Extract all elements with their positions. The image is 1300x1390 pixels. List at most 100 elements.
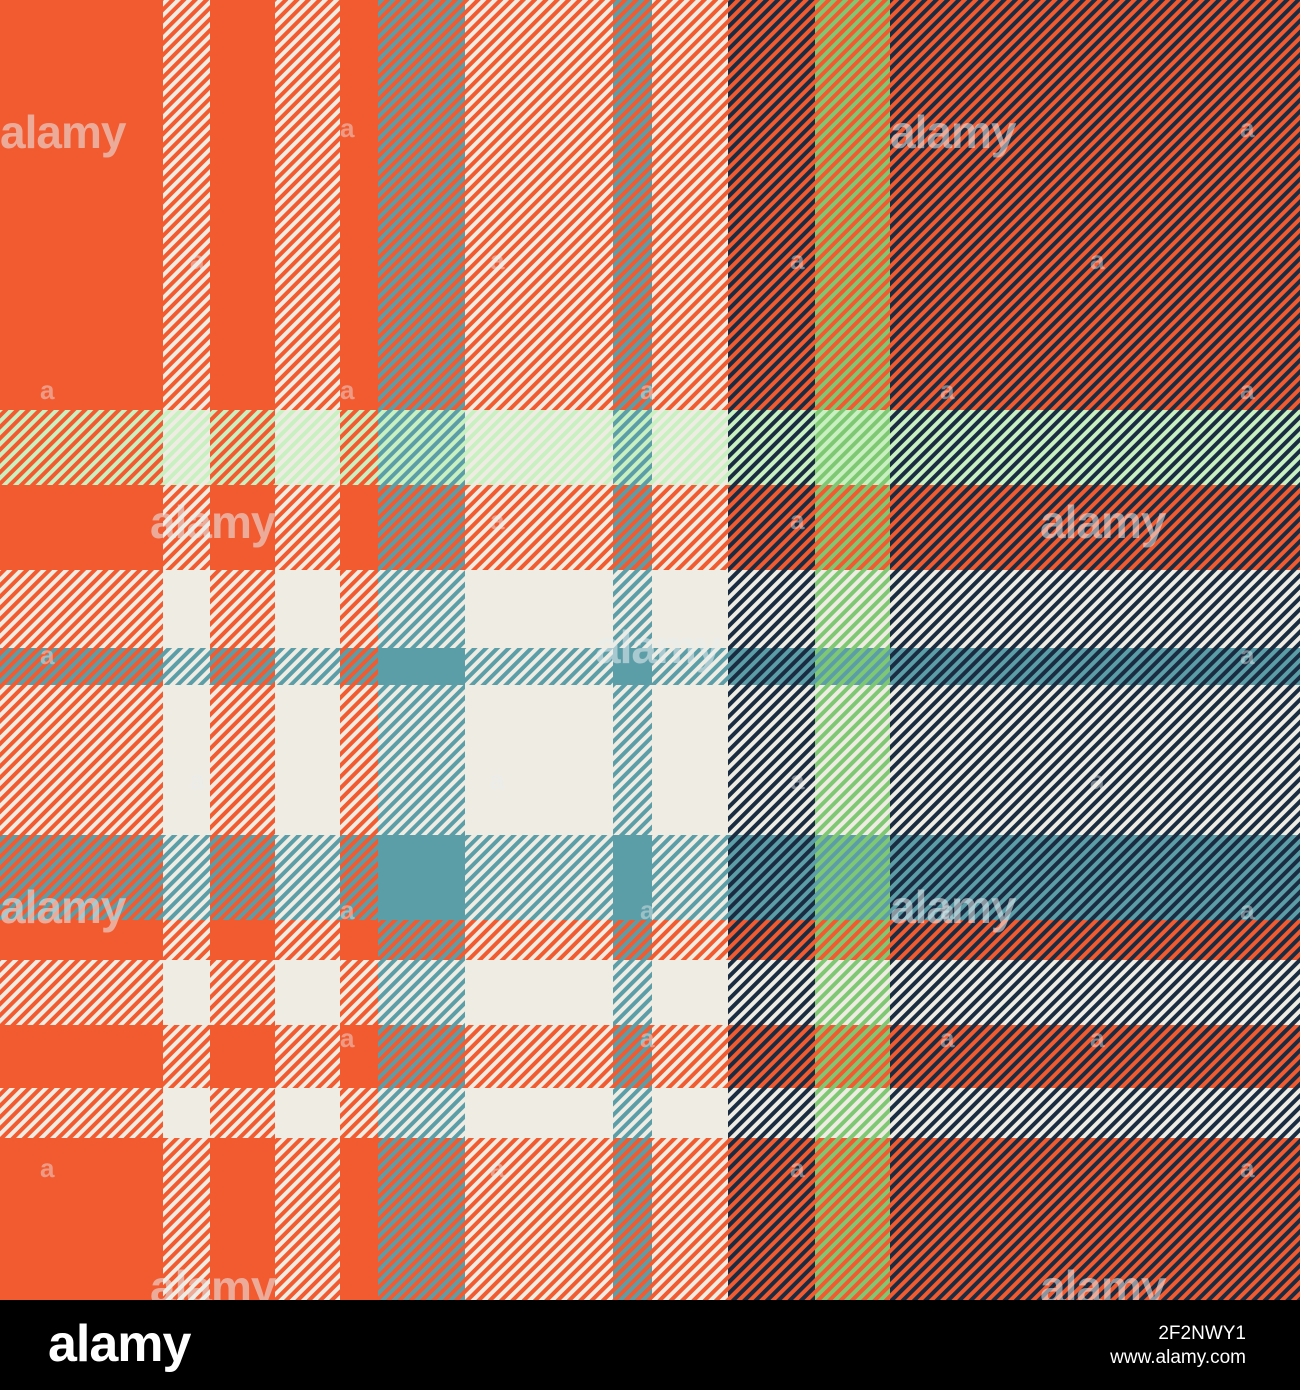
plaid-tile [210,685,275,835]
plaid-tile [163,1025,210,1088]
plaid-tile [340,0,378,410]
plaid-tile [378,1088,465,1138]
plaid-tile [210,410,275,485]
plaid-tile [210,1138,275,1300]
footer-logo: alamy [48,1315,191,1373]
plaid-tile [378,1025,465,1088]
plaid-tile [465,685,613,835]
plaid-tile [0,685,163,835]
plaid-tile [652,1025,728,1088]
plaid-tile [340,485,378,570]
plaid-tile [465,1138,613,1300]
plaid-tile [728,920,815,960]
plaid-tile [340,1088,378,1138]
plaid-tile [728,410,815,485]
plaid-tile [728,1138,815,1300]
plaid-tile [815,1025,890,1088]
plaid-tile [163,685,210,835]
plaid-tile [210,1088,275,1138]
plaid-tile [340,920,378,960]
plaid-tile [378,960,465,1025]
plaid-tile [210,485,275,570]
plaid-tile [652,960,728,1025]
plaid-tile [728,485,815,570]
plaid-tile [613,485,652,570]
plaid-tile [275,835,340,920]
plaid-tile [815,648,890,685]
plaid-tile [378,0,465,410]
plaid-tile [275,685,340,835]
plaid-tile [652,648,728,685]
plaid-tile [465,485,613,570]
plaid-tile [890,1088,1300,1138]
plaid-tile [0,835,163,920]
plaid-tile [275,485,340,570]
plaid-tile [652,920,728,960]
plaid-tile [378,835,465,920]
plaid-tile [340,1025,378,1088]
plaid-tile [652,0,728,410]
plaid-tile [275,1088,340,1138]
plaid-tile [613,920,652,960]
plaid-tile [0,0,163,410]
plaid-tile [0,1138,163,1300]
plaid-tile [0,920,163,960]
plaid-tile [210,920,275,960]
plaid-tile [0,960,163,1025]
footer-image-id: 2F2NWY1 www.alamy.com [1110,1322,1246,1370]
plaid-tile [465,1088,613,1138]
plaid-tile [210,1025,275,1088]
plaid-tile [815,0,890,410]
plaid-tile [0,410,163,485]
plaid-tile [652,485,728,570]
plaid-tile [163,570,210,648]
plaid-tile [378,570,465,648]
plaid-tile [815,1088,890,1138]
plaid-tile [465,920,613,960]
plaid-tile [728,685,815,835]
plaid-tile [378,648,465,685]
plaid-tile [613,685,652,835]
plaid-tile [652,1138,728,1300]
plaid-tile [890,1138,1300,1300]
plaid-tile [465,410,613,485]
plaid-tile [890,960,1300,1025]
plaid-tile [652,410,728,485]
plaid-tile [275,0,340,410]
plaid-tile [163,410,210,485]
plaid-tile [613,410,652,485]
plaid-tile [815,685,890,835]
plaid-tile [340,410,378,485]
plaid-tile [340,648,378,685]
plaid-tile [378,410,465,485]
plaid-tile [378,685,465,835]
plaid-tile [652,570,728,648]
plaid-tile [890,835,1300,920]
plaid-tile [613,835,652,920]
plaid-tile [465,0,613,410]
plaid-tile [275,1025,340,1088]
plaid-tile [890,648,1300,685]
plaid-tile [275,1138,340,1300]
plaid-tile [815,920,890,960]
plaid-tile [275,410,340,485]
plaid-tile [210,960,275,1025]
plaid-tile [210,0,275,410]
plaid-tile [728,835,815,920]
plaid-tile [890,0,1300,410]
plaid-tile [378,1138,465,1300]
plaid-tile [275,960,340,1025]
plaid-tile [340,685,378,835]
plaid-tile [378,920,465,960]
plaid-tile [163,485,210,570]
plaid-tile [728,1025,815,1088]
footer-bar: alamy 2F2NWY1 www.alamy.com [0,1300,1300,1390]
plaid-tile [613,648,652,685]
plaid-tile [0,1025,163,1088]
plaid-tile [275,570,340,648]
plaid-tile [340,1138,378,1300]
plaid-tile [0,485,163,570]
plaid-tile [890,1025,1300,1088]
plaid-tile [728,1088,815,1138]
